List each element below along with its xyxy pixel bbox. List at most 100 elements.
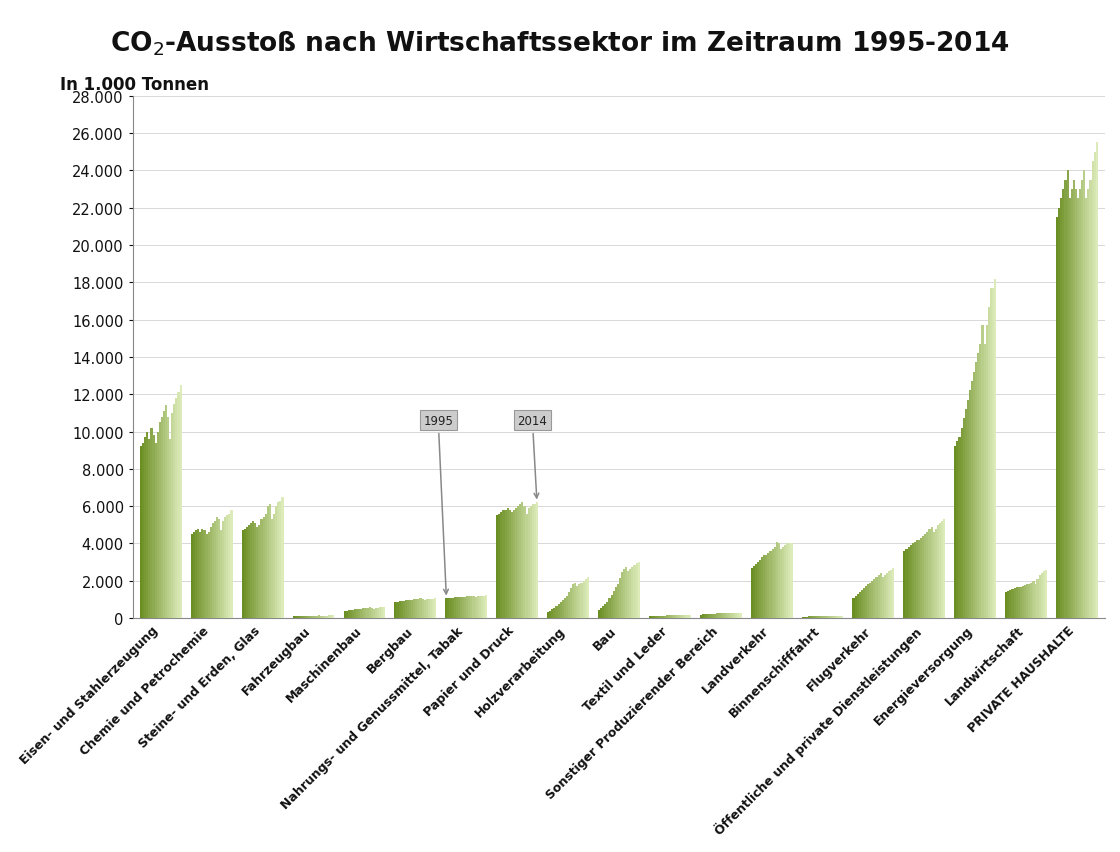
Bar	[259, 525, 261, 619]
Bar	[179, 385, 181, 619]
Bar	[496, 515, 498, 619]
Bar	[893, 568, 895, 619]
Bar	[680, 615, 682, 619]
Bar	[916, 540, 918, 619]
Bar	[670, 615, 672, 619]
Bar	[248, 525, 250, 619]
Bar	[311, 616, 314, 619]
Bar	[1079, 190, 1081, 619]
Bar	[676, 615, 679, 619]
Bar	[458, 597, 460, 619]
Bar	[212, 523, 214, 619]
Bar	[1073, 181, 1075, 619]
Bar	[264, 514, 267, 619]
Bar	[623, 569, 625, 619]
Bar	[551, 610, 553, 619]
Bar	[668, 615, 670, 619]
Bar	[704, 614, 707, 619]
Bar	[988, 308, 990, 619]
Bar	[204, 531, 206, 619]
Bar	[401, 602, 403, 619]
Bar	[905, 550, 907, 619]
Bar	[619, 579, 622, 619]
Bar	[202, 529, 204, 619]
Bar	[252, 521, 254, 619]
Bar	[261, 520, 263, 619]
Bar	[403, 601, 405, 619]
Bar	[560, 602, 562, 619]
Bar	[869, 583, 871, 619]
Bar	[884, 575, 886, 619]
Bar	[788, 544, 791, 619]
Bar	[530, 507, 532, 619]
Bar	[478, 596, 480, 619]
Bar	[176, 399, 178, 619]
Bar	[933, 532, 935, 619]
Bar	[615, 588, 617, 619]
Bar	[373, 609, 375, 619]
Bar	[663, 616, 665, 619]
Bar	[1063, 190, 1064, 619]
Bar	[765, 555, 767, 619]
Bar	[477, 596, 478, 619]
Bar	[729, 613, 731, 619]
Bar	[299, 616, 301, 619]
Bar	[962, 419, 964, 619]
Bar	[836, 616, 837, 619]
Bar	[358, 609, 361, 619]
Bar	[598, 610, 600, 619]
Bar	[165, 406, 167, 619]
Bar	[346, 611, 348, 619]
Bar	[986, 325, 988, 619]
Bar	[1085, 199, 1088, 619]
Bar	[620, 573, 623, 619]
Bar	[777, 544, 780, 619]
Bar	[142, 443, 144, 619]
Bar	[1064, 181, 1066, 619]
Bar	[190, 534, 193, 619]
Bar	[613, 591, 615, 619]
Text: In 1.000 Tonnen: In 1.000 Tonnen	[60, 76, 209, 94]
Bar	[735, 613, 737, 619]
Bar	[535, 503, 538, 619]
Bar	[140, 447, 142, 619]
Bar	[971, 382, 973, 619]
Bar	[504, 510, 506, 619]
Bar	[226, 515, 228, 619]
Bar	[568, 592, 570, 619]
Bar	[684, 615, 687, 619]
Bar	[657, 616, 660, 619]
Bar	[214, 521, 216, 619]
Bar	[147, 432, 148, 619]
Bar	[1066, 171, 1068, 619]
Bar	[634, 565, 636, 619]
Bar	[371, 608, 373, 619]
Bar	[674, 615, 676, 619]
Bar	[271, 520, 273, 619]
Bar	[273, 514, 276, 619]
Bar	[678, 615, 680, 619]
Bar	[861, 590, 864, 619]
Bar	[199, 532, 202, 619]
Bar	[354, 609, 356, 619]
Bar	[610, 595, 613, 619]
Bar	[328, 616, 330, 619]
Bar	[769, 551, 772, 619]
Bar	[737, 613, 739, 619]
Bar	[157, 432, 159, 619]
Bar	[876, 578, 878, 619]
Bar	[162, 412, 165, 619]
Bar	[662, 616, 664, 619]
Bar	[608, 599, 610, 619]
Bar	[990, 289, 992, 619]
Bar	[867, 584, 869, 619]
Bar	[689, 615, 691, 619]
Bar	[562, 601, 563, 619]
Bar	[871, 581, 874, 619]
Bar	[959, 438, 961, 619]
Bar	[262, 518, 264, 619]
Bar	[432, 599, 435, 619]
Bar	[617, 584, 619, 619]
Bar	[824, 616, 827, 619]
Bar	[532, 504, 534, 619]
